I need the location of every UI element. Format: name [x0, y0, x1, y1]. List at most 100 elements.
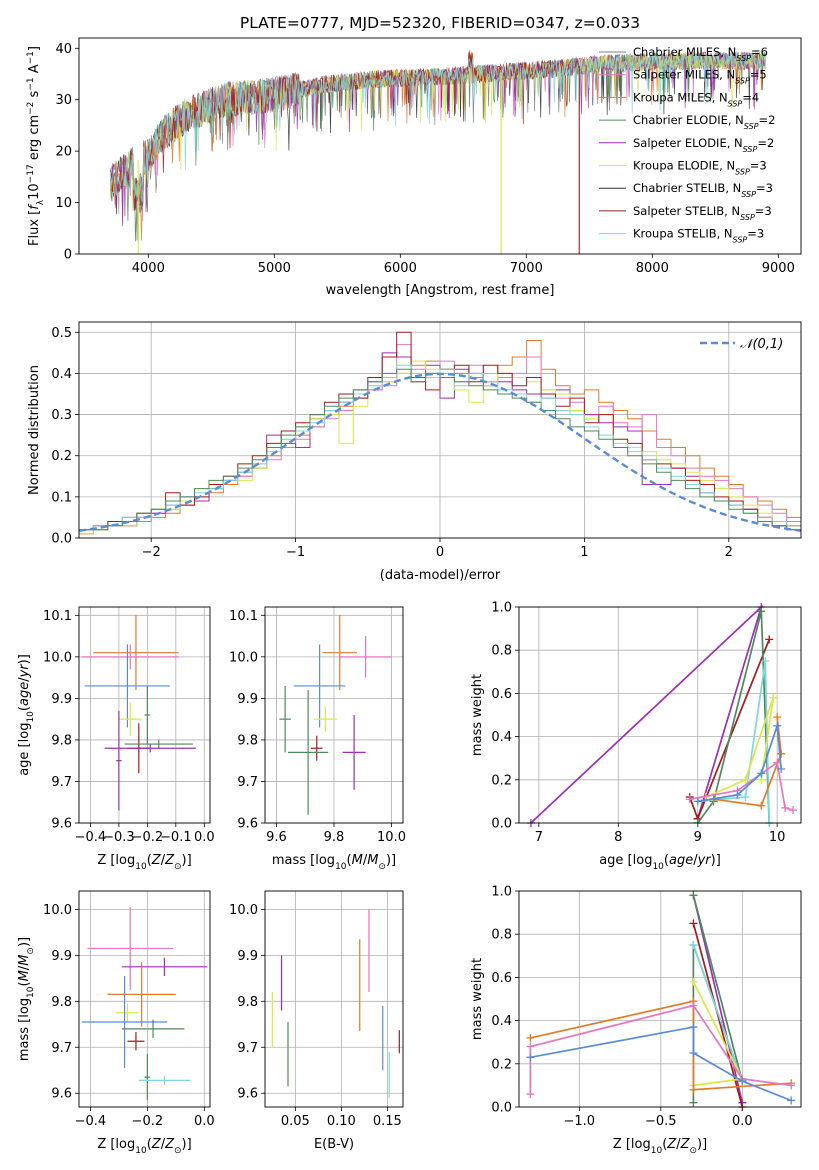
y-tick-label: 0.8	[491, 644, 512, 659]
y-tick-label: 0.2	[491, 773, 512, 788]
mass-weight-marker	[757, 801, 766, 810]
x-tick-label: 9	[694, 830, 702, 845]
x-tick-label: 0.0	[732, 1114, 753, 1129]
legend-entry: Chabrier MILES, NSSP=6	[633, 45, 768, 63]
mass-weight-marker	[526, 1053, 535, 1062]
x-tick-label: −0.4	[75, 830, 107, 845]
y-tick-label: 40	[55, 42, 72, 57]
errorbar-points	[81, 907, 208, 1101]
y-tick-label: 9.8	[237, 733, 258, 748]
mass-weight-marker	[789, 806, 798, 815]
spectrum-legend: Chabrier MILES, NSSP=6 Salpeter MILES, NS…	[599, 45, 775, 244]
y-tick-label: 0.0	[51, 532, 72, 547]
x-tick-label: 7	[535, 830, 543, 845]
x-tick-label: 0.0	[194, 1114, 215, 1129]
mass-weight-marker	[777, 749, 786, 758]
mass-weight-marker	[689, 1001, 698, 1010]
massweight-vs-Z-ylabel: mass weight	[470, 958, 485, 1040]
y-tick-label: 0	[64, 248, 72, 263]
legend-entry: Kroupa MILES, NSSP=4	[633, 90, 759, 108]
histogram-step	[79, 368, 801, 531]
errorbar-point	[93, 615, 179, 691]
x-tick-label: 8	[614, 830, 622, 845]
y-tick-label: 0.6	[491, 687, 512, 702]
y-tick-label: 10.0	[229, 650, 258, 665]
y-tick-label: 20	[55, 145, 72, 160]
mass-weight-marker	[773, 721, 782, 730]
errorbar-point	[144, 685, 151, 745]
residuals-ylabel: Normed distribution	[27, 365, 42, 495]
mass-weight-marker	[526, 1090, 535, 1099]
errorbar-point	[116, 710, 122, 811]
histogram-series	[79, 331, 801, 535]
errorbar-point	[342, 715, 366, 790]
mass-vs-Z-xlabel: Z [log10(Z/Z⊙)]	[97, 1137, 191, 1156]
legend-entry: Salpeter ELODIE, NSSP=2	[633, 136, 774, 154]
y-tick-label: 0.8	[491, 928, 512, 943]
mass-vs-EBV-xlabel: E(B-V)	[314, 1137, 354, 1152]
mass-weight-marker	[685, 795, 694, 804]
y-tick-label: 9.6	[51, 1087, 72, 1102]
x-tick-label: 2	[725, 545, 733, 560]
mass-weight-marker	[741, 793, 750, 802]
errorbar-point	[121, 957, 208, 977]
x-tick-label: 9.6	[266, 830, 287, 845]
mass-weight-marker	[741, 775, 750, 784]
legend-entry: Kroupa STELIB, NSSP=3	[633, 227, 764, 245]
mass-weight-marker	[689, 1098, 698, 1107]
y-tick-label: 0.6	[491, 971, 512, 986]
mass-weight-marker	[689, 919, 698, 928]
mass-weight-marker	[757, 769, 766, 778]
errorbar-points	[271, 909, 400, 1098]
mass-weight-marker	[689, 941, 698, 949]
y-tick-label: 0.5	[51, 326, 72, 341]
mass-weight-marker	[773, 713, 782, 722]
mass-weight-marker	[757, 607, 766, 616]
axes-frame	[78, 890, 211, 1108]
x-tick-label: 0.0	[194, 830, 215, 845]
y-tick-label: 10	[55, 196, 72, 211]
x-tick-label: 7000	[510, 261, 543, 276]
spectrum-ylabel: Flux [fλ10−17 erg cm−2 s−1 A−1]	[26, 46, 46, 246]
x-tick-label: 4000	[132, 261, 165, 276]
errorbar-point	[81, 644, 179, 670]
y-tick-label: 10.0	[229, 903, 258, 918]
normal-reference-curve	[79, 372, 801, 532]
x-tick-label: 8000	[636, 261, 669, 276]
y-tick-label: 0.3	[51, 408, 72, 423]
mass-weight-marker	[777, 765, 786, 773]
x-tick-label: −0.3	[103, 830, 135, 845]
y-tick-label: 9.9	[51, 692, 72, 707]
mass-weight-marker	[761, 657, 770, 665]
mass-weight-series	[526, 891, 796, 1111]
errorbar-point	[279, 685, 291, 753]
errorbar-point	[288, 690, 329, 815]
y-tick-label: 9.6	[51, 817, 72, 832]
x-tick-label: 10.0	[377, 830, 406, 845]
spectrum-title: PLATE=0777, MJD=52320, FIBERID=0347, z=0…	[240, 14, 640, 32]
x-tick-label: −0.2	[132, 830, 164, 845]
y-tick-label: 9.6	[237, 817, 258, 832]
errorbar-point	[116, 1003, 139, 1022]
mass-weight-marker	[765, 635, 774, 644]
y-tick-label: 9.9	[237, 949, 258, 964]
x-tick-label: −2	[142, 545, 161, 560]
mass-weight-line	[689, 639, 770, 822]
massweight-vs-age-ylabel: mass weight	[470, 674, 485, 756]
mass-weight-marker	[787, 1096, 796, 1105]
axes-frame	[264, 890, 404, 1108]
errorbar-point	[311, 735, 323, 761]
x-tick-label: 6000	[384, 261, 417, 276]
axes-frame	[518, 890, 802, 1108]
x-tick-label: 9.8	[324, 830, 345, 845]
age-vs-Z-ylabel: age [log10(age/yr)]	[17, 654, 36, 776]
x-tick-label: −0.5	[645, 1114, 677, 1129]
axes-age-vs-mass: 9.6 9.8 10.0 9.6 9.7 9.8 9.9 10.0 10.1	[229, 607, 406, 845]
y-tick-label: 0.0	[491, 817, 512, 832]
y-tick-label: 10.1	[43, 609, 72, 624]
y-tick-label: 9.8	[51, 733, 72, 748]
axes-mass-vs-Z: −0.4 −0.2 0.0 9.6 9.7 9.8 9.9 10.0	[43, 891, 215, 1129]
y-tick-label: 0.4	[491, 1014, 512, 1029]
x-tick-label: 0	[436, 545, 444, 560]
y-tick-label: 0.0	[491, 1101, 512, 1116]
